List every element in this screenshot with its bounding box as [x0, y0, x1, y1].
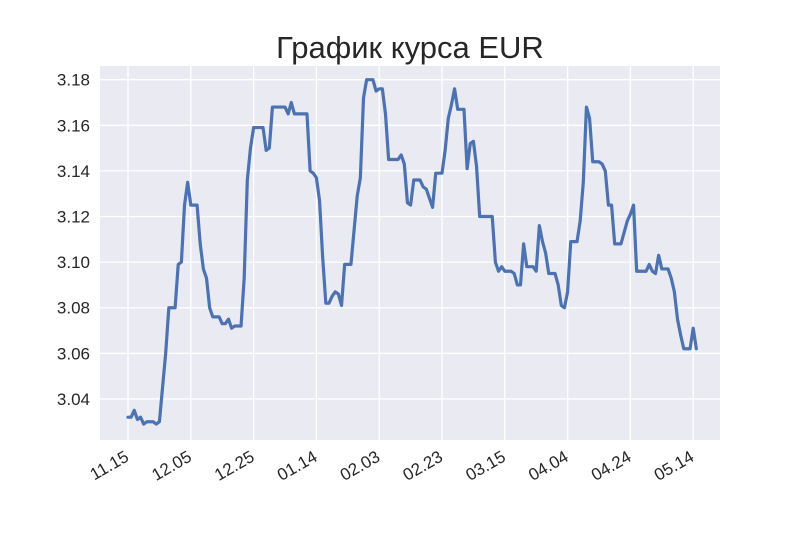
plot-area: [100, 66, 720, 440]
y-tick-label: 3.16: [57, 116, 90, 135]
x-tick-label: 05.14: [651, 447, 697, 485]
x-axis-tick-labels: 11.15 12.05 12.25 01.14 02.03 02.23 03.15 04.04…: [87, 447, 697, 485]
y-tick-label: 3.12: [57, 208, 90, 227]
y-tick-label: 3.10: [57, 253, 90, 272]
x-tick-label: 11.15: [87, 447, 132, 484]
x-tick-label: 03.15: [462, 447, 508, 485]
y-tick-label: 3.14: [57, 162, 90, 181]
x-tick-label: 02.23: [400, 447, 446, 485]
x-tick-label: 12.25: [211, 447, 257, 485]
x-tick-label: 02.03: [337, 447, 383, 485]
y-tick-label: 3.08: [57, 299, 90, 318]
eur-rate-line: [126, 78, 698, 426]
x-tick-label: 12.05: [148, 447, 194, 485]
x-tick-label: 01.14: [274, 447, 320, 485]
y-tick-label: 3.06: [57, 344, 90, 363]
y-tick-label: 3.18: [57, 71, 90, 90]
x-tick-label: 04.04: [525, 447, 571, 485]
y-axis-tick-labels: 3.04 3.06 3.08 3.10 3.12 3.14 3.16 3.18: [57, 71, 90, 409]
chart-title: График курса EUR: [276, 30, 544, 65]
y-tick-label: 3.04: [57, 390, 90, 409]
x-tick-label: 04.24: [588, 447, 634, 485]
